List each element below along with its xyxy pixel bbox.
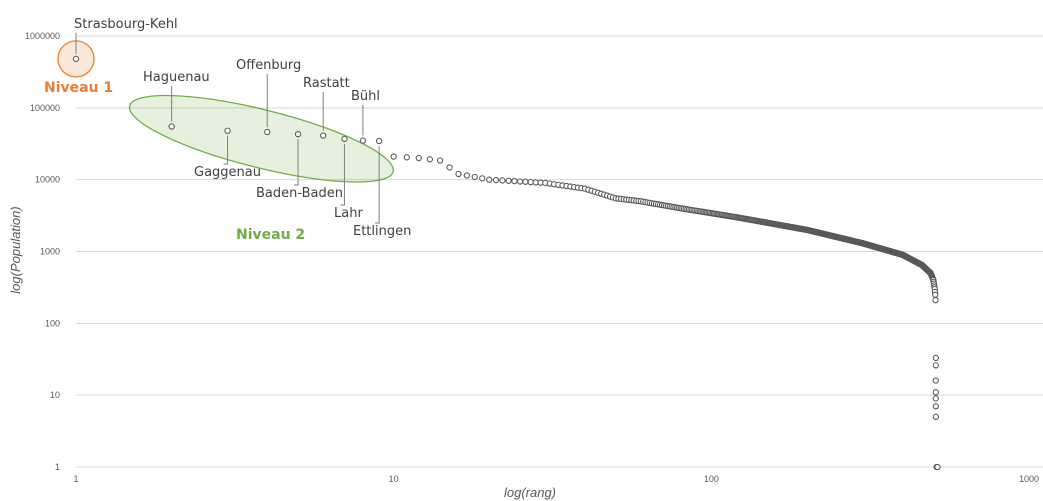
y-axis-title: log(Population) <box>8 206 23 293</box>
level2-annotation: Niveau 2 <box>236 227 305 243</box>
y-tick-label: 10000 <box>35 175 60 185</box>
data-point <box>932 389 939 396</box>
gridlines <box>76 35 1043 468</box>
city-label: Baden-Baden <box>256 186 343 201</box>
city-label: Haguenau <box>143 70 210 85</box>
y-tick-label: 10 <box>50 390 60 400</box>
data-points <box>72 55 941 471</box>
leader-line <box>340 143 345 206</box>
level-highlights <box>57 40 394 183</box>
data-point <box>499 177 506 184</box>
x-axis-title: log(rang) <box>504 485 556 500</box>
leader-line <box>375 146 380 224</box>
data-point <box>72 55 80 63</box>
data-point <box>446 164 453 171</box>
level2-highlight-ellipse <box>128 94 394 183</box>
y-tick-labels: 1000000 100000 10000 1000 100 10 1 <box>25 31 60 472</box>
data-point <box>932 354 939 362</box>
city-label: Ettlingen <box>353 224 411 239</box>
data-point <box>486 176 493 183</box>
data-point <box>492 176 500 184</box>
data-point <box>390 153 397 160</box>
x-tick-labels: 1 10 100 1000 <box>73 474 1039 484</box>
city-label: Gaggenau <box>194 165 261 180</box>
x-tick-label: 1 <box>73 474 78 484</box>
data-point <box>479 175 486 182</box>
data-point <box>415 154 422 162</box>
data-point <box>426 156 434 163</box>
y-tick-label: 1000 <box>40 247 60 257</box>
level1-annotation: Niveau 1 <box>44 80 113 96</box>
city-label: Bühl <box>351 89 380 104</box>
data-point <box>471 173 478 181</box>
data-point <box>932 395 939 402</box>
leader-line <box>294 139 299 186</box>
city-label: Lahr <box>334 206 363 221</box>
data-point <box>527 178 534 186</box>
y-tick-label: 1000000 <box>25 31 60 41</box>
data-point <box>224 127 231 134</box>
data-point <box>932 413 939 420</box>
x-tick-label: 1000 <box>1019 474 1039 484</box>
data-point <box>516 178 524 185</box>
data-point <box>932 362 939 369</box>
data-point <box>320 132 327 139</box>
y-tick-label: 100 <box>45 318 60 328</box>
label-leader-lines <box>75 33 380 224</box>
y-tick-label: 100000 <box>30 103 60 113</box>
data-point <box>359 137 367 144</box>
data-point <box>375 137 383 145</box>
x-tick-label: 10 <box>389 474 399 484</box>
data-point <box>264 128 271 136</box>
x-tick-label: 100 <box>704 474 719 484</box>
data-point <box>403 154 410 161</box>
data-point <box>932 297 939 304</box>
data-point <box>932 377 939 384</box>
city-label: Offenburg <box>236 58 301 73</box>
data-point <box>463 172 471 179</box>
city-label: Rastatt <box>303 76 350 91</box>
data-point <box>934 463 941 471</box>
data-point <box>341 135 348 143</box>
city-labels: Strasbourg-Kehl Haguenau Gaggenau Offenburg… <box>74 17 411 239</box>
data-point <box>294 131 302 138</box>
data-point <box>168 123 175 130</box>
city-label: Strasbourg-Kehl <box>74 17 178 32</box>
data-point <box>505 177 512 184</box>
data-point <box>455 170 462 178</box>
leader-line <box>223 135 229 165</box>
data-point <box>436 157 444 164</box>
y-tick-label: 1 <box>55 462 60 472</box>
data-point <box>932 291 939 298</box>
data-point <box>511 177 518 185</box>
data-point <box>932 403 939 410</box>
data-point <box>522 178 529 185</box>
